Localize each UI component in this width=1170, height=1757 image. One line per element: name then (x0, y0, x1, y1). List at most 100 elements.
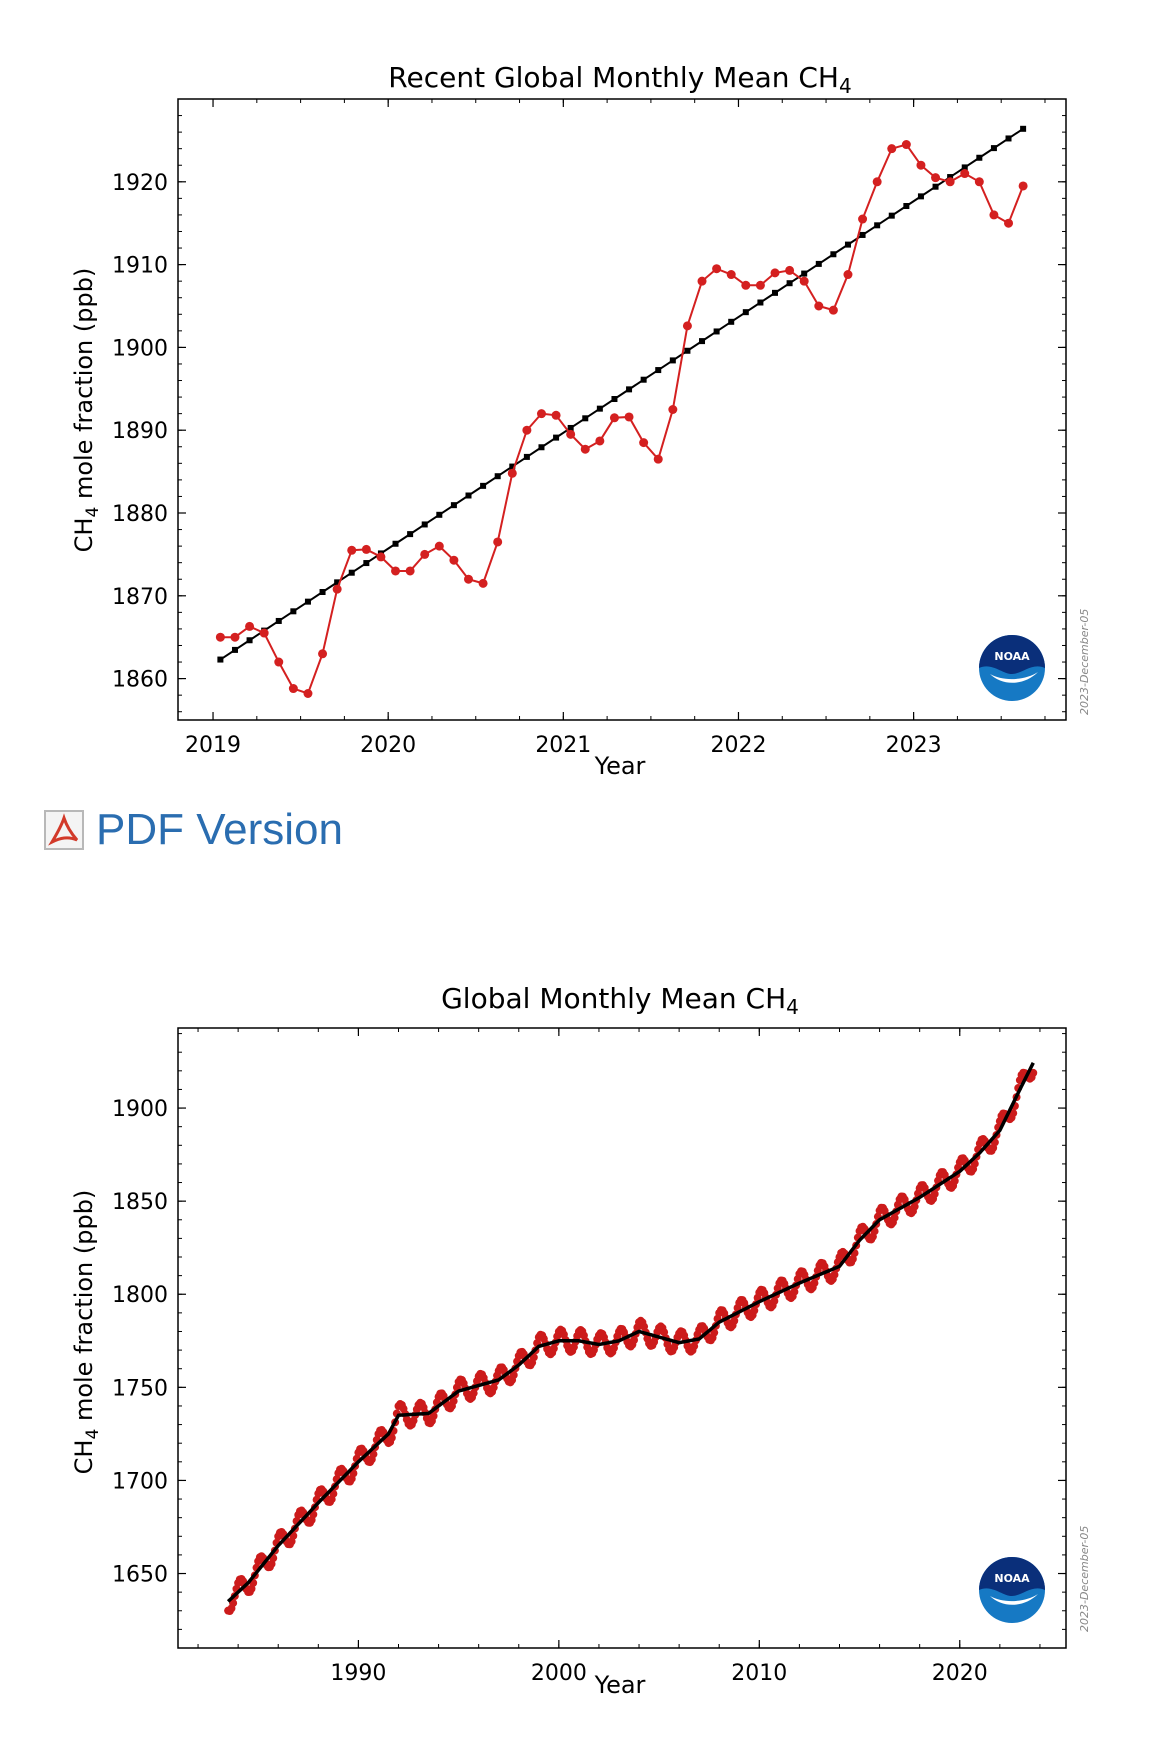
chart1-trend-point (553, 434, 560, 441)
chart2-monthly-point (529, 1353, 538, 1362)
chart1-trend-point (275, 617, 282, 624)
chart1-monthly-point (872, 177, 882, 187)
chart1-monthly-line (220, 143, 1025, 695)
chart1-monthly-point (931, 173, 941, 183)
chart1-trend-point (523, 453, 530, 460)
recent-ch4-chart: Recent Global Monthly Mean CH4 2019 2020 2… (70, 61, 1091, 780)
chart1-trend-point (246, 637, 253, 644)
chart1-monthly-point (945, 177, 955, 187)
chart2-monthly-point (1029, 1068, 1038, 1077)
chart1-trend-point (538, 444, 545, 451)
chart1-trend-point (947, 174, 954, 181)
chart2-monthly-point (770, 1297, 779, 1306)
chart1-trend-point (1020, 125, 1027, 132)
chart1-trend-point (319, 589, 326, 596)
chart2-monthly-point (369, 1450, 378, 1459)
chart1-trend-point (903, 203, 910, 210)
chart1-monthly-point (215, 632, 225, 642)
chart1-monthly-point (376, 552, 386, 562)
chart1-ytick-label: 1920 (112, 171, 168, 196)
chart1-monthly-point (536, 409, 546, 419)
chart1-trend-point (976, 154, 983, 161)
chart1-monthly-point (858, 214, 868, 224)
chart2-watermark: 2023-December-05 (1078, 1526, 1091, 1632)
chart2-monthly-point (449, 1397, 458, 1406)
chart1-ylabel: CH4 mole fraction (ppb) (70, 268, 103, 553)
chart1-trend-point (231, 646, 238, 653)
chart2-ylabel-prefix: CH (70, 1440, 98, 1475)
chart1-trend-point (713, 328, 720, 335)
chart1-monthly-point (566, 429, 576, 439)
chart1-trend-point (874, 222, 881, 229)
chart2-monthly-point (710, 1328, 719, 1337)
chart2-monthly-point (930, 1189, 939, 1198)
chart1-trend-point (626, 386, 633, 393)
pdf-version-link[interactable]: PDF Version (44, 808, 343, 852)
chart1-xlabel: Year (594, 752, 646, 780)
chart2-xtick-label: 1990 (330, 1661, 386, 1686)
chart1-monthly-point (551, 410, 561, 420)
chart1-monthly-point (974, 177, 984, 187)
chart2-title-sub: 4 (786, 995, 799, 1019)
chart1-title: Recent Global Monthly Mean CH4 (388, 61, 851, 98)
chart1-monthly-point (507, 468, 517, 478)
chart1-watermark: 2023-December-05 (1078, 609, 1091, 715)
chart1-monthly-point (1018, 181, 1028, 191)
chart1-monthly-point (960, 169, 970, 179)
chart1-monthly-point (318, 649, 328, 659)
chart2-ylabel: CH4 mole fraction (ppb) (70, 1190, 103, 1475)
chart1-ytick-label: 1870 (112, 585, 168, 610)
chart1-trend-point (436, 511, 443, 518)
chart1-monthly-point (799, 276, 809, 286)
chart2-ytick-label: 1900 (112, 1097, 168, 1122)
chart1-monthly-point (1004, 218, 1014, 228)
chart1-xtick-label: 2021 (535, 733, 591, 758)
chart1-trend-point (567, 424, 574, 431)
chart2-title: Global Monthly Mean CH4 (441, 982, 799, 1019)
chart2-monthly-point (790, 1287, 799, 1296)
chart1-trend-point (1005, 135, 1012, 142)
chart1-trend-point (786, 280, 793, 287)
chart2-monthly-point (730, 1316, 739, 1325)
chart1-monthly-point (901, 140, 911, 150)
chart1-monthly-point (814, 301, 824, 311)
chart2-ytick-label: 1850 (112, 1190, 168, 1215)
chart2-monthly-point (1009, 1109, 1018, 1118)
chart1-trend-point (859, 231, 866, 238)
chart1-trend-point (290, 608, 297, 615)
pdf-file-icon (44, 810, 84, 850)
chart1-monthly-point (361, 544, 371, 554)
chart2-xlabel: Year (594, 1671, 646, 1699)
chart1-title-sub: 4 (839, 74, 852, 98)
chart1-trend-point (888, 212, 895, 219)
chart1-monthly-point (420, 549, 430, 559)
chart2-monthly-point (950, 1176, 959, 1185)
noaa-logo-icon: NOAA (979, 635, 1045, 701)
chart1-trend-point (421, 521, 428, 528)
chart2-monthly-point (970, 1159, 979, 1168)
chart2-xtick-label: 2010 (731, 1661, 787, 1686)
chart1-monthly-point (989, 210, 999, 220)
chart2-ylabel-sub: 4 (83, 1429, 103, 1440)
noaa-logo-text: NOAA (994, 650, 1030, 663)
chart1-trend-point (596, 405, 603, 412)
chart1-monthly-point (493, 537, 503, 547)
chart2-monthly-point (750, 1306, 759, 1315)
chart1-monthly-point (522, 425, 532, 435)
chart1-monthly-point (259, 628, 269, 638)
chart1-title-main: Recent Global Monthly Mean CH (388, 61, 839, 94)
chart1-ytick-label: 1900 (112, 336, 168, 361)
chart2-monthly-point (509, 1371, 518, 1380)
chart1-trend-point (801, 270, 808, 277)
chart2-ytick-label: 1800 (112, 1283, 168, 1308)
chart1-monthly-point (741, 280, 751, 290)
chart1-plot-area: 2019 2020 2021 2022 2023 1860 1870 1880 1890 1900… (112, 98, 1067, 758)
chart1-monthly-point (843, 270, 853, 280)
chart1-monthly-point (303, 689, 313, 699)
noaa-logo-text: NOAA (994, 1572, 1030, 1585)
chart2-ytick-label: 1750 (112, 1376, 168, 1401)
chart1-monthly-point (434, 541, 444, 551)
chart1-trend-point (334, 579, 341, 586)
chart1-trend-point (961, 164, 968, 171)
chart1-monthly-point (770, 268, 780, 278)
